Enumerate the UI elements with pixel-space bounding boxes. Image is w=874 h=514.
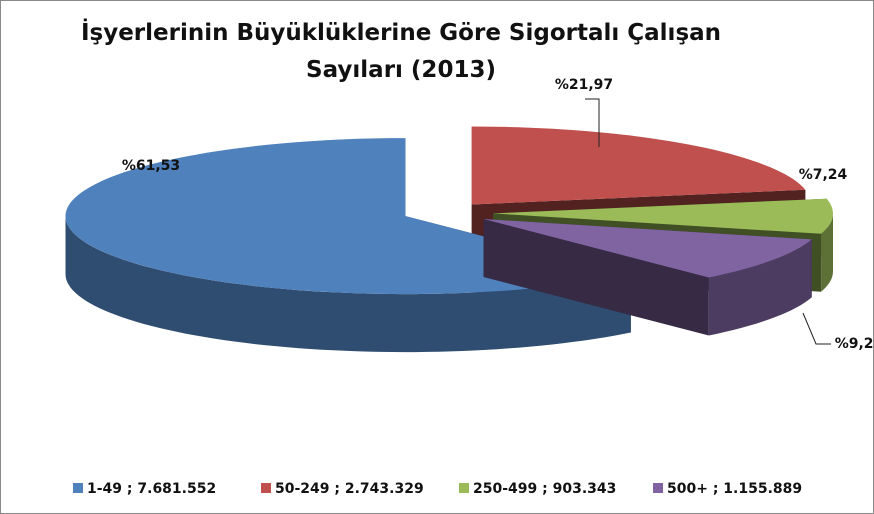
leader-line xyxy=(585,98,600,147)
legend-swatch xyxy=(261,483,271,493)
leader-line xyxy=(802,312,831,345)
legend-label: 500+ ; 1.155.889 xyxy=(667,481,802,497)
slice xyxy=(483,219,812,278)
legend-swatch xyxy=(73,483,83,493)
legend-swatch xyxy=(459,483,469,493)
slice-wall xyxy=(708,239,812,336)
slice xyxy=(493,198,833,234)
legend-label: 1-49 ; 7.681.552 xyxy=(87,481,216,497)
data-label: %9,26 xyxy=(835,336,873,352)
data-label: %7,24 xyxy=(799,167,848,183)
data-label: %21,97 xyxy=(555,77,613,93)
legend-label: 50-249 ; 2.743.329 xyxy=(275,481,424,497)
chart-title: İşyerlerinin Büyüklüklerine Göre Sigorta… xyxy=(80,20,722,83)
legend-swatch xyxy=(653,483,663,493)
slice-side xyxy=(483,219,709,336)
slice-wall xyxy=(821,213,833,292)
legend-label: 250-499 ; 903.343 xyxy=(473,481,616,497)
slice xyxy=(471,126,806,205)
data-label: %61,53 xyxy=(122,158,180,174)
slice-wall xyxy=(65,216,631,353)
